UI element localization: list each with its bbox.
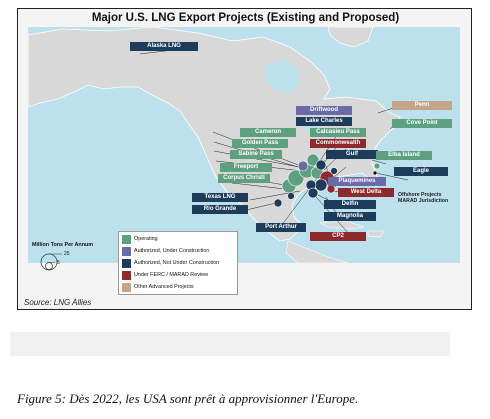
figure-caption: Figure 5: Dès 2022, les USA sont prêt à … <box>17 391 359 406</box>
legend-swatch <box>122 258 131 268</box>
legend-swatch <box>122 234 131 244</box>
label-lake-charles: Lake Charles <box>296 117 352 126</box>
label-magnolia: Magnolia <box>324 212 376 221</box>
legend-swatch <box>122 270 131 280</box>
size-legend-large: 25 <box>64 251 70 257</box>
legend-swatch <box>122 246 131 256</box>
label-cameron: Cameron <box>240 128 296 137</box>
legend-label: Under FERC / MARAD Review <box>134 272 208 278</box>
label-driftwood: Driftwood <box>296 106 352 115</box>
label-elba-island: Elba Island <box>376 151 432 160</box>
source-note: Source: LNG Allies <box>24 298 92 307</box>
label-eagle: Eagle <box>394 167 448 176</box>
offshore-note: Offshore Projects MARAD Jurisdiction <box>398 192 448 204</box>
label-plaquemines: Plaquemines <box>328 177 386 186</box>
legend-label: Authorized, Under Construction <box>134 248 210 254</box>
size-legend-small: 5 <box>57 260 60 266</box>
legend-item-authorized-under-construction: Authorized, Under Construction <box>122 246 209 256</box>
label-gulf: Gulf <box>326 150 378 159</box>
label-alaska-lng: Alaska LNG <box>130 42 198 51</box>
offshore-note-line1: Offshore Projects <box>398 192 442 198</box>
legend-swatch <box>122 282 131 292</box>
label-rio-grande: Rio Grande <box>192 205 248 214</box>
caption-spacer-bar <box>10 332 450 356</box>
map-area: Alaska LNG Driftwood Lake Charles Camero… <box>28 27 460 263</box>
legend-label: Authorized, Not Under Construction <box>134 260 220 266</box>
color-legend: Operating Authorized, Under Construction… <box>118 231 238 295</box>
label-texas-lng: Texas LNG <box>192 193 248 202</box>
label-commonwealth: Commonwealth <box>310 139 366 148</box>
label-sabine-pass: Sabine Pass <box>230 150 282 159</box>
label-corpus-christi: Corpus Christi <box>218 174 270 183</box>
label-port-arthur: Port Arthur <box>256 223 306 232</box>
label-cove-point: Cove Point <box>392 119 452 128</box>
size-legend-title: Million Tons Per Annum <box>32 242 94 248</box>
lng-map-figure: Major U.S. LNG Export Projects (Existing… <box>17 8 472 310</box>
label-west-delta: West Delta <box>338 188 394 197</box>
legend-item-ferc-marad: Under FERC / MARAD Review <box>122 270 208 280</box>
offshore-note-line2: MARAD Jurisdiction <box>398 198 449 204</box>
legend-label: Other Advanced Projects <box>134 284 194 290</box>
label-delfin: Delfin <box>324 200 376 209</box>
legend-item-operating: Operating <box>122 234 158 244</box>
legend-item-other-advanced: Other Advanced Projects <box>122 282 194 292</box>
label-freeport: Freeport <box>220 163 272 172</box>
size-legend-circles <box>40 253 62 271</box>
label-penn: Penn <box>392 101 452 110</box>
map-title: Major U.S. LNG Export Projects (Existing… <box>91 12 400 24</box>
legend-label: Operating <box>134 236 158 242</box>
label-calcasieu-pass: Calcasieu Pass <box>310 128 366 137</box>
legend-item-authorized-not-under-construction: Authorized, Not Under Construction <box>122 258 219 268</box>
label-golden-pass: Golden Pass <box>232 139 288 148</box>
label-cp2: CP2 <box>310 232 366 241</box>
